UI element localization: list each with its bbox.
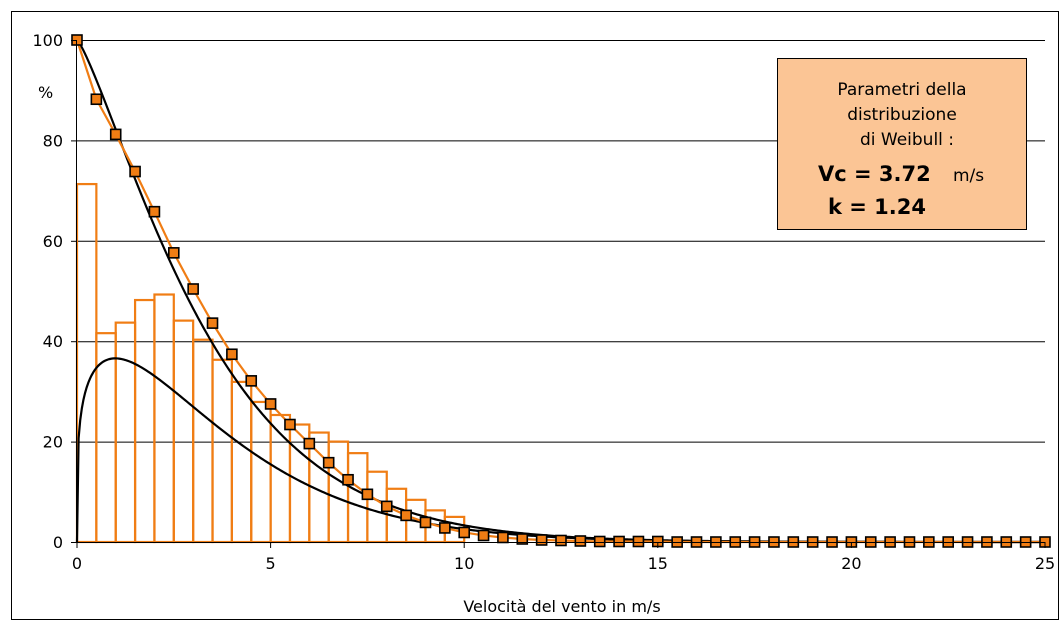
y-tick-label: 0 (53, 533, 63, 552)
y-tick-label: 20 (43, 433, 63, 452)
cumulative-marker (226, 348, 238, 361)
x-tick-label: 0 (72, 554, 82, 573)
y-tick-label: 40 (43, 332, 63, 351)
cumulative-marker (187, 283, 199, 295)
cumulative-marker (555, 534, 567, 547)
cumulative-marker (206, 317, 219, 329)
cumulative-marker (361, 488, 374, 501)
cumulative-marker (342, 473, 354, 486)
x-tick-labels: 0 5 10 15 20 25 (72, 542, 1055, 573)
x-tick-label: 15 (648, 554, 668, 573)
cumulative-marker (574, 535, 587, 547)
parameters-line-3: di Weibull : (860, 130, 954, 150)
cumulative-marker (613, 535, 625, 548)
parameters-line-1: Parametri della (837, 80, 966, 100)
cumulative-marker (264, 398, 277, 410)
y-axis-unit-label: % (38, 83, 53, 102)
y-tick-label: 60 (43, 232, 63, 251)
cumulative-marker (419, 516, 432, 529)
cumulative-marker (129, 165, 141, 178)
parameters-vc-unit: m/s (953, 166, 984, 186)
parameters-box-background (777, 58, 1027, 230)
cumulative-marker (439, 522, 451, 534)
cumulative-marker (477, 529, 490, 542)
cumulative-marker (109, 128, 122, 141)
cumulative-marker (284, 418, 296, 431)
cumulative-marker (245, 375, 258, 387)
cumulative-marker (168, 247, 180, 259)
histogram-bars (75, 182, 466, 544)
cumulative-marker (458, 526, 471, 539)
cumulative-marker (303, 437, 316, 450)
cumulative-marker (148, 205, 161, 218)
cumulative-marker (632, 535, 645, 548)
cumulative-marker (593, 535, 606, 548)
x-tick-label: 10 (454, 554, 474, 573)
cumulative-marker (380, 500, 393, 513)
parameters-line-2: distribuzione (847, 105, 957, 125)
cumulative-marker (535, 534, 548, 546)
cumulative-marker (497, 531, 509, 544)
cumulative-marker (400, 509, 412, 522)
y-tick-label: 80 (43, 131, 63, 150)
cumulative-marker (90, 93, 103, 106)
x-tick-label: 25 (1035, 554, 1055, 573)
parameters-k-value: k = 1.24 (828, 195, 926, 219)
x-tick-label: 20 (841, 554, 861, 573)
y-tick-label: 100 (32, 31, 63, 50)
y-tick-labels: 0 20 40 60 80 100 (32, 31, 77, 552)
axes (76, 40, 1045, 543)
cumulative-marker (516, 533, 529, 545)
parameters-box: Parametri della distribuzione di Weibull… (777, 58, 1027, 230)
x-axis-label: Velocità del vento in m/s (463, 597, 660, 616)
cumulative-marker (322, 456, 335, 469)
parameters-vc-value: Vc = 3.72 (818, 162, 931, 186)
x-tick-label: 5 (266, 554, 276, 573)
